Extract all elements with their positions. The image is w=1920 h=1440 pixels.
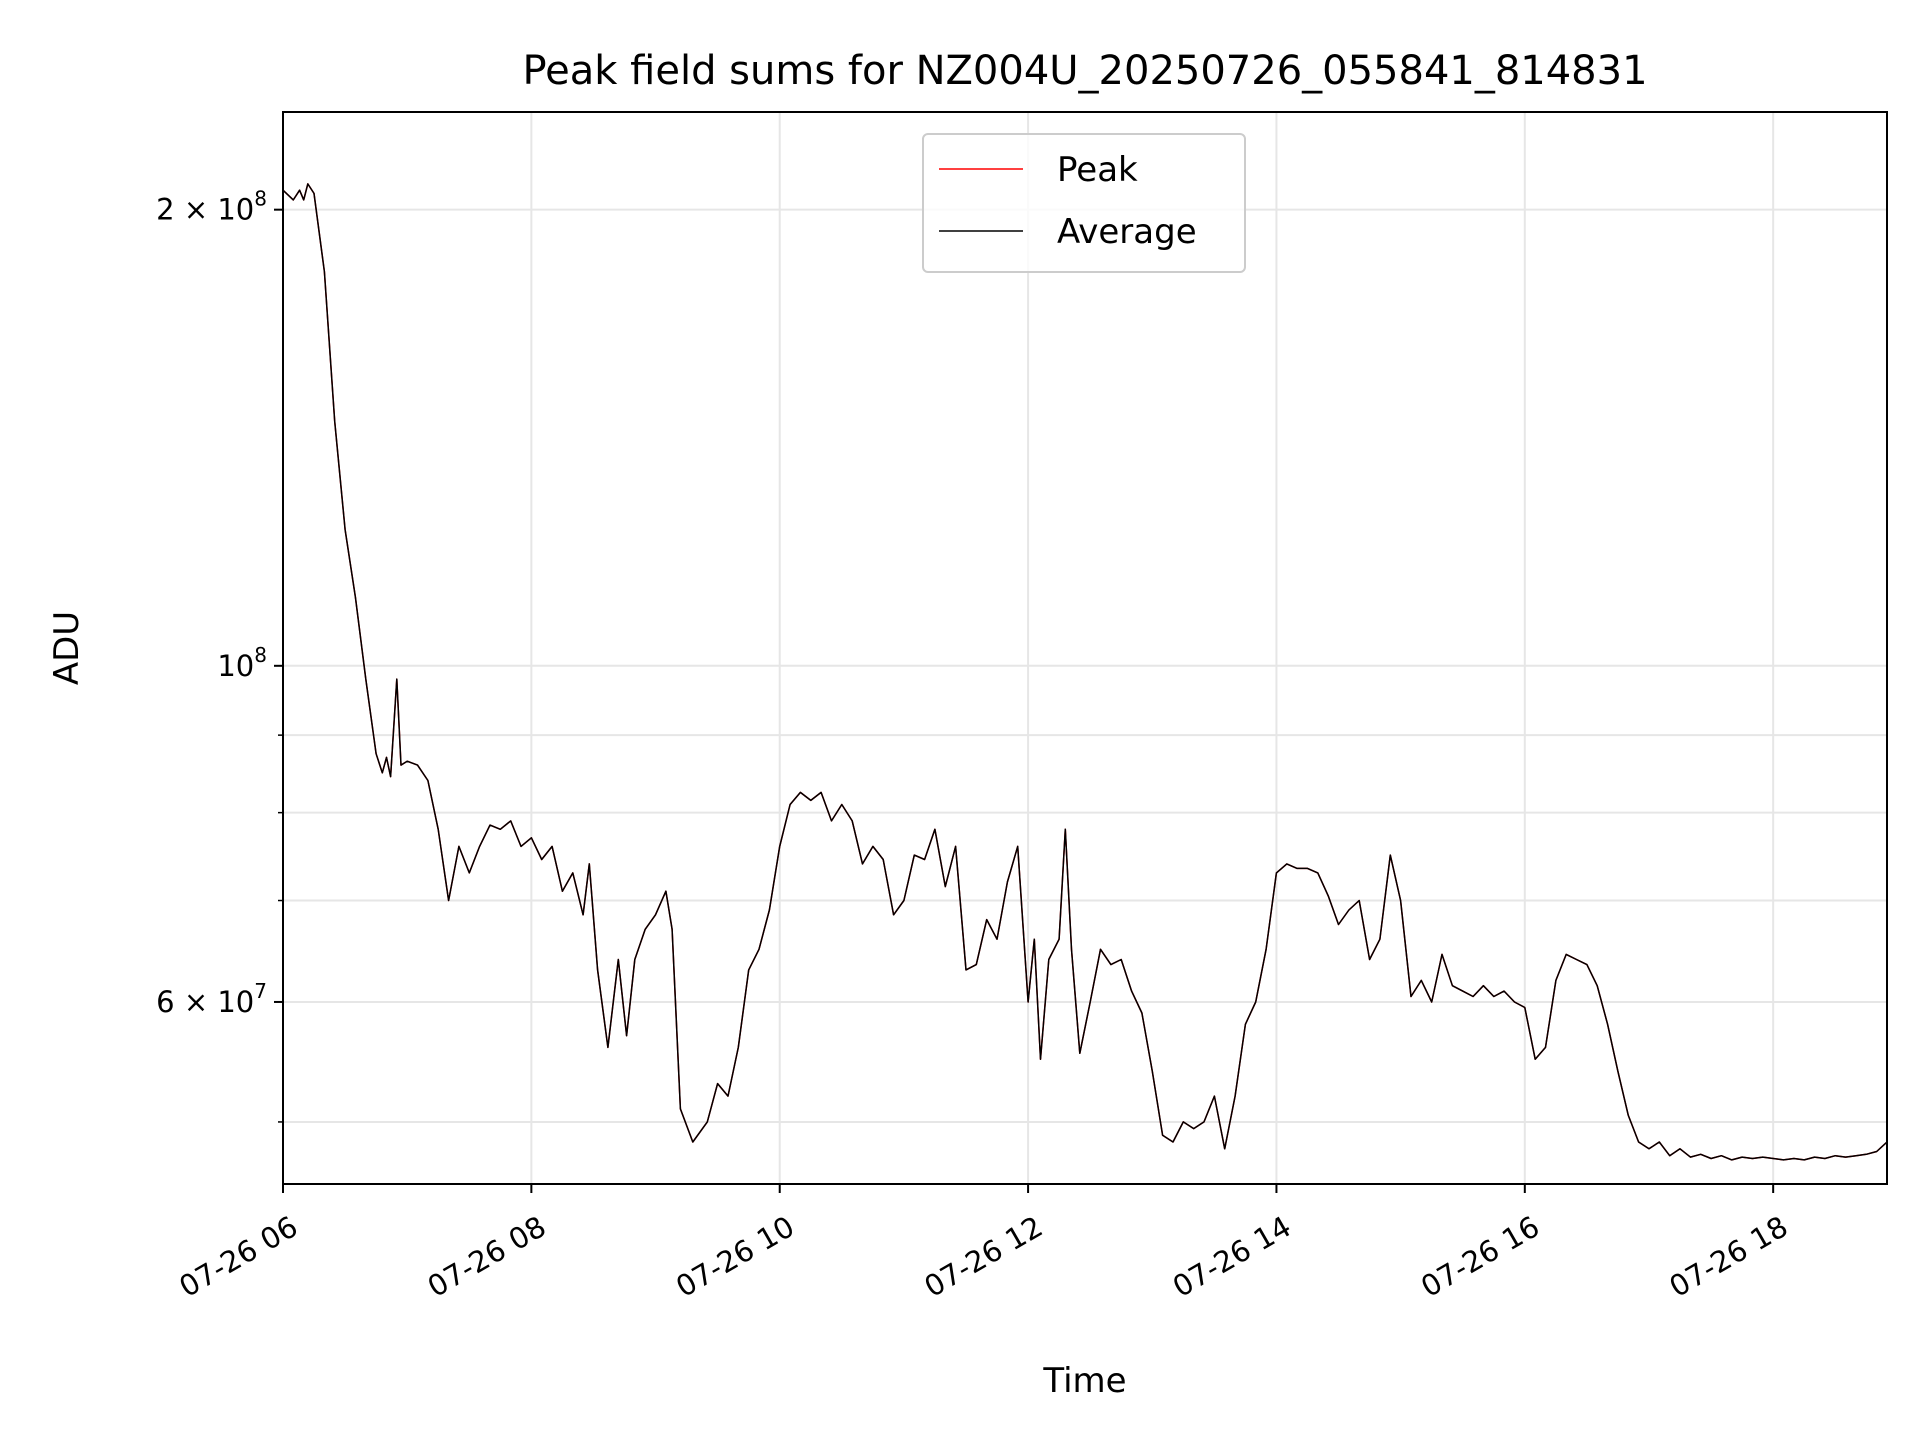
y-tick-label: 6 × 107 <box>156 979 267 1019</box>
series-average-line <box>282 183 1888 1161</box>
legend-peak-label: Peak <box>1057 150 1138 190</box>
plot-frame <box>282 111 1888 1185</box>
y-axis-label: ADU <box>47 611 87 685</box>
legend-average-label: Average <box>1057 212 1197 252</box>
y-tick-label: 108 <box>217 643 267 683</box>
chart-title: Peak field sums for NZ004U_20250726_0558… <box>522 48 1647 94</box>
y-tick-label: 2 × 108 <box>156 187 267 227</box>
legend: Peak Average <box>922 133 1246 273</box>
series-layer <box>282 183 1888 1161</box>
x-axis-label: Time <box>1042 1361 1126 1401</box>
